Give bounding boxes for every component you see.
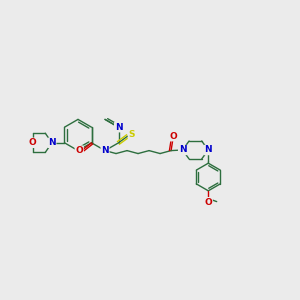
Text: O: O xyxy=(204,198,212,207)
Text: N: N xyxy=(48,138,56,147)
Text: N: N xyxy=(179,146,186,154)
Text: S: S xyxy=(128,130,135,139)
Text: N: N xyxy=(115,123,122,132)
Text: O: O xyxy=(169,132,177,141)
Text: O: O xyxy=(75,146,83,155)
Text: O: O xyxy=(29,138,37,147)
Text: N: N xyxy=(205,146,212,154)
Text: N: N xyxy=(101,146,109,155)
